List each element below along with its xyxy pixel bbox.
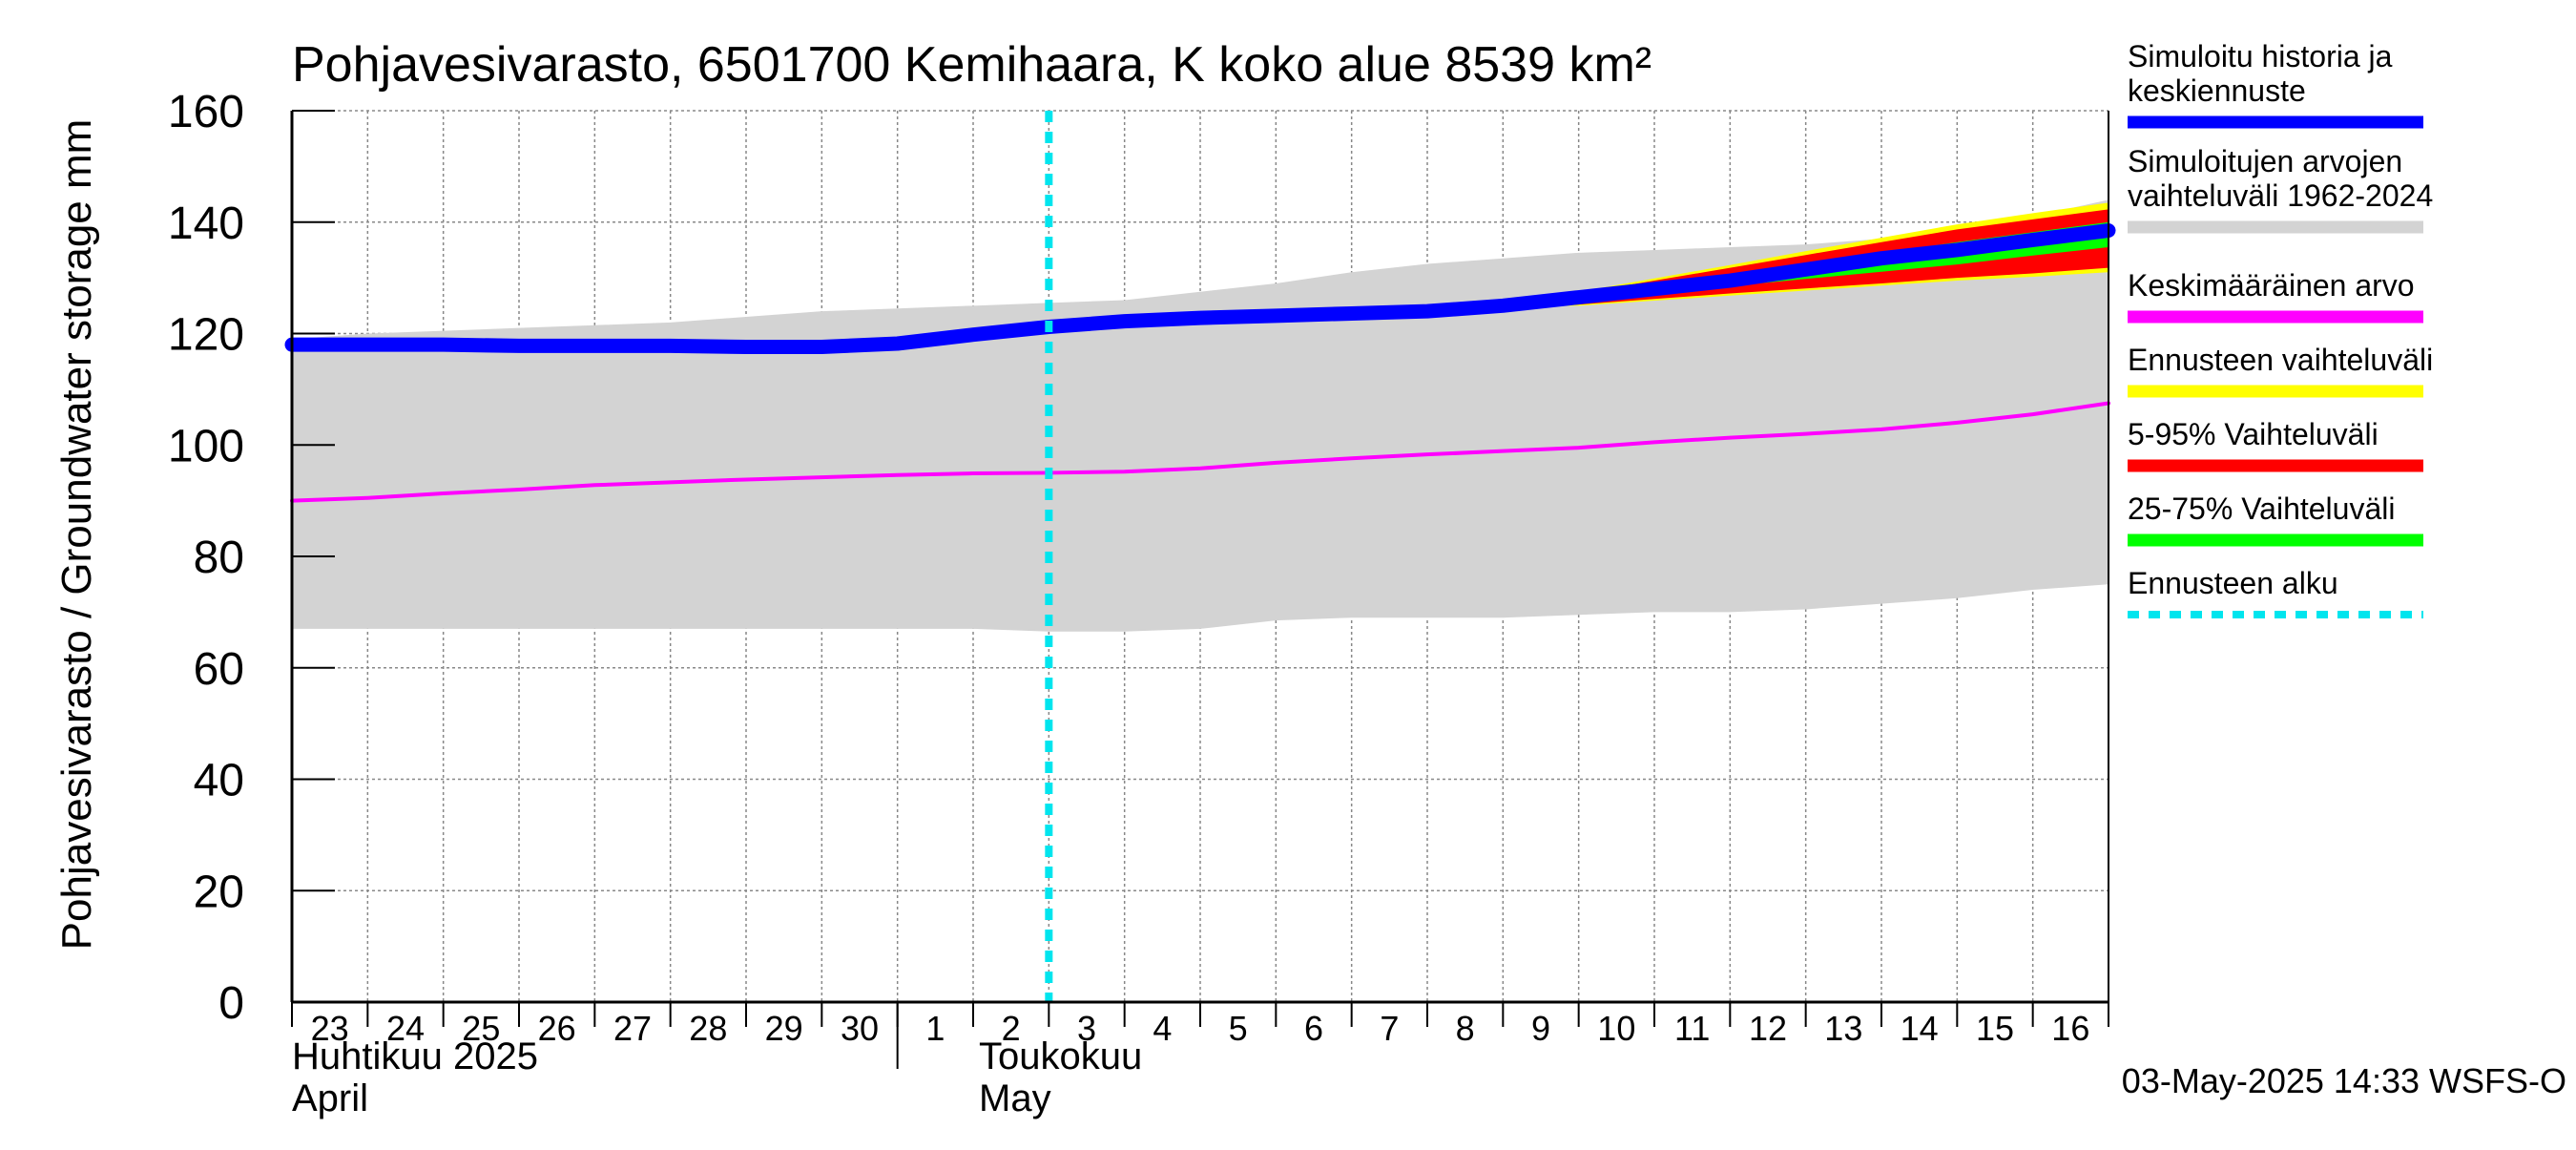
month-label: Huhtikuu 2025 [292, 1035, 538, 1077]
x-tick-label: 28 [689, 1009, 727, 1048]
legend-label: Simuloitujen arvojen [2128, 144, 2402, 178]
mean-value-line [290, 401, 2110, 503]
x-tick-label: 3 [1077, 1009, 1096, 1048]
legend-label: keskiennuste [2128, 73, 2306, 108]
x-tick-label: 2 [1002, 1009, 1021, 1048]
legend-label: vaihteluväli 1962-2024 [2128, 178, 2433, 213]
x-tick-label: 27 [613, 1009, 652, 1048]
x-tick-label: 16 [2051, 1009, 2089, 1048]
x-tick-label: 8 [1456, 1009, 1475, 1048]
x-tick-label: 29 [765, 1009, 803, 1048]
y-tick-label: 80 [194, 533, 244, 583]
x-tick-label: 14 [1901, 1009, 1939, 1048]
x-tick-label: 15 [1976, 1009, 2014, 1048]
x-tick-label: 10 [1597, 1009, 1635, 1048]
x-tick-label: 30 [841, 1009, 879, 1048]
y-tick-label: 60 [194, 644, 244, 695]
x-tick-label: 6 [1304, 1009, 1323, 1048]
y-tick-label: 120 [168, 310, 244, 361]
simulated-history-line [284, 223, 2116, 355]
legend-label: Ennusteen vaihteluväli [2128, 343, 2433, 377]
legend-label: Keskimääräinen arvo [2128, 268, 2415, 303]
legend-label: Simuloitu historia ja [2128, 39, 2393, 73]
month-label-english: May [979, 1077, 1051, 1119]
historical-range-band [292, 199, 2109, 632]
x-tick-label: 12 [1749, 1009, 1787, 1048]
x-tick-label: 25 [462, 1009, 500, 1048]
x-tick-label: 13 [1824, 1009, 1862, 1048]
plot-data [284, 111, 2116, 1002]
month-label: Toukokuu [979, 1035, 1142, 1077]
legend-label: 5-95% Vaihteluväli [2128, 417, 2379, 451]
timestamp: 03-May-2025 14:33 WSFS-O [2122, 1061, 2566, 1100]
y-tick-label: 40 [194, 756, 244, 806]
y-tick-label: 100 [168, 421, 244, 471]
x-tick-label: 11 [1674, 1009, 1710, 1048]
x-tick-label: 23 [311, 1009, 349, 1048]
x-tick-label: 9 [1531, 1009, 1550, 1048]
y-tick-label: 20 [194, 867, 244, 917]
y-axis-label: Pohjavesivarasto / Groundwater storage m… [53, 119, 100, 951]
x-tick-label: 5 [1229, 1009, 1248, 1048]
x-tick-label: 1 [925, 1009, 945, 1048]
month-label-english: April [292, 1077, 368, 1119]
y-tick-label: 140 [168, 199, 244, 249]
legend-label: 25-75% Vaihteluväli [2128, 491, 2395, 526]
legend-label: Ennusteen alku [2128, 566, 2338, 600]
x-tick-label: 4 [1153, 1009, 1172, 1048]
x-tick-label: 26 [538, 1009, 576, 1048]
y-tick-label: 0 [218, 978, 244, 1029]
y-tick-label: 160 [168, 87, 244, 137]
chart-title: Pohjavesivarasto, 6501700 Kemihaara, K k… [292, 37, 1652, 93]
x-tick-label: 7 [1380, 1009, 1399, 1048]
x-tick-label: 24 [386, 1009, 425, 1048]
